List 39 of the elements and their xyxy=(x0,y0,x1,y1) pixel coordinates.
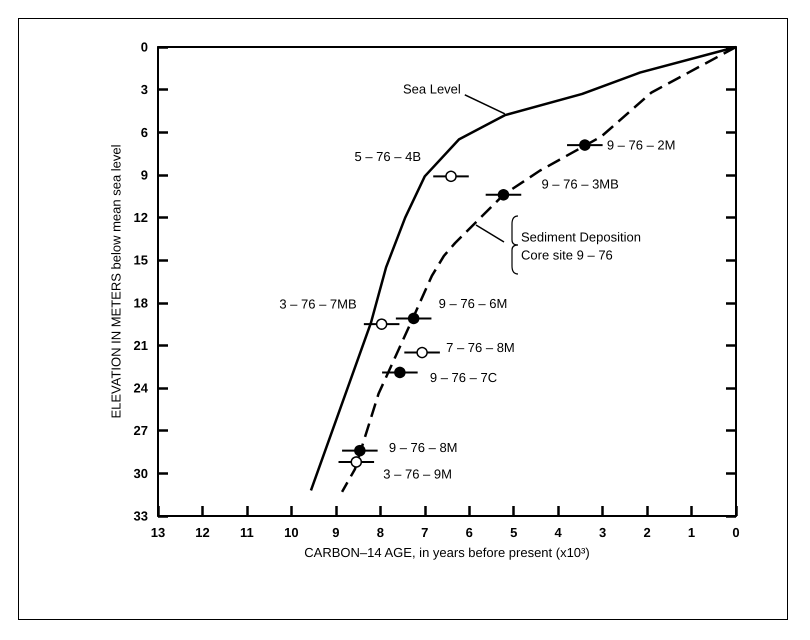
annotation: 5 – 76 – 4B xyxy=(354,148,421,164)
y-tick-label: 33 xyxy=(134,508,148,524)
x-tick-label: 3 xyxy=(599,525,606,540)
x-tick-label: 12 xyxy=(195,525,210,540)
y-tick-label: 15 xyxy=(134,252,148,268)
annotation: 9 – 76 – 3MB xyxy=(541,176,619,192)
x-tick-label: 11 xyxy=(240,525,254,540)
y-tick-label: 18 xyxy=(134,295,148,310)
y-tick-label: 30 xyxy=(134,466,148,481)
annotation: 9 – 76 – 6M xyxy=(438,296,508,311)
x-tick-label: 9 xyxy=(332,525,340,540)
y-tick-label: 6 xyxy=(140,124,148,140)
x-tick-label: 4 xyxy=(554,525,563,540)
annotation: 3 – 76 – 7MB xyxy=(279,296,357,312)
x-tick-label: 2 xyxy=(643,525,651,540)
y-tick-label: 24 xyxy=(134,380,149,396)
y-tick-label: 21 xyxy=(134,338,148,353)
annotation: 7 – 76 – 8M xyxy=(446,340,515,356)
x-tick-label: 10 xyxy=(284,525,299,540)
x-tick-label: 5 xyxy=(510,525,518,540)
y-tick-label: 0 xyxy=(140,40,148,54)
y-tick-label: 3 xyxy=(140,82,148,98)
x-tick-label: 0 xyxy=(732,525,740,540)
y-tick-label: 9 xyxy=(140,167,148,182)
x-tick-label: 13 xyxy=(150,525,166,540)
annotation: Sediment Deposition Core site 9 – 76 xyxy=(521,230,641,262)
x-tick-label: 6 xyxy=(466,525,473,540)
annotation: 9 – 76 – 7C xyxy=(430,370,498,385)
x-tick-label: 1 xyxy=(688,525,696,540)
annotation: 3 – 76 – 9M xyxy=(383,466,452,482)
annotation: 9 – 76 – 2M xyxy=(606,138,676,153)
x-tick-label: 8 xyxy=(376,525,384,540)
x-axis-title: CARBON–14 AGE, in years before present (x10³) xyxy=(304,545,590,560)
annotation: Sea Level xyxy=(402,81,461,96)
annotation: 9 – 76 – 8M xyxy=(388,440,458,456)
y-axis-title: ELEVATION IN METERS below mean sea level xyxy=(108,144,124,419)
x-tick-label: 7 xyxy=(421,525,428,540)
y-tick-label: 12 xyxy=(134,210,148,226)
y-tick-label: 27 xyxy=(134,423,148,438)
